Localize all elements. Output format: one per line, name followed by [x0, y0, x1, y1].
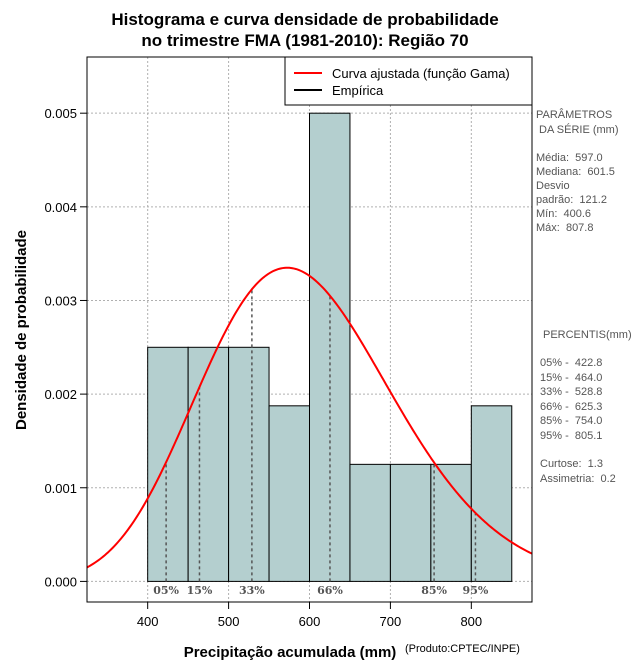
stat-skewness: Assimetria: 0.2 — [540, 473, 616, 485]
percentile-lines: 05% 15% 33% 66% 85% 95% — [153, 289, 489, 597]
param-mean: Média: 597.0 — [536, 152, 603, 164]
histogram-bar-6 — [389, 463, 432, 582]
series-parameters-panel: PARÂMETROS DA SÉRIE (mm) Média: 597.0 Me… — [536, 108, 619, 234]
legend-box — [284, 56, 533, 106]
gamma-curve — [86, 266, 533, 569]
histogram-bar-3 — [268, 405, 310, 582]
x-tick-label-3: 700 — [380, 614, 402, 629]
histogram-bar-1 — [187, 346, 230, 582]
param-sd-line-1: Desvio — [536, 180, 570, 192]
y-tick-label-0: 0.000 — [44, 574, 77, 589]
x-tick-label-2: 600 — [299, 614, 321, 629]
histogram-bar-0 — [147, 346, 189, 582]
param-sd-line-2: padrão: 121.2 — [536, 194, 607, 206]
percentil-33: 33% - 528.8 — [540, 386, 602, 398]
chart-title-line-1: Histograma e curva densidade de probabil… — [111, 10, 498, 29]
percentil-15: 15% - 464.0 — [540, 372, 602, 384]
x-axis-ticks: 400 500 600 700 800 — [137, 602, 482, 629]
percentile-label-85%: 85% — [421, 584, 447, 597]
percentil-66: 66% - 625.3 — [540, 401, 602, 413]
percentile-label-15%: 15% — [187, 584, 213, 597]
histogram-bar-7 — [430, 463, 472, 582]
y-tick-label-2: 0.002 — [44, 387, 77, 402]
y-tick-label-4: 0.004 — [44, 200, 77, 215]
y-axis-ticks: 0.000 0.001 0.002 0.003 0.004 0.005 — [44, 106, 87, 589]
y-tick-label-5: 0.005 — [44, 106, 77, 121]
legend: Curva ajustada (função Gama) Empírica — [284, 56, 533, 106]
chart-title-line-2: no trimestre FMA (1981-2010): Região 70 — [141, 31, 468, 50]
percentis-title: PERCENTIS(mm) — [543, 329, 632, 341]
percentil-95: 95% - 805.1 — [540, 430, 602, 442]
percentil-85: 85% - 754.0 — [540, 415, 602, 427]
params-title-line-2: DA SÉRIE (mm) — [536, 123, 619, 136]
percentiles-panel: PERCENTIS(mm) 05% - 422.8 15% - 464.0 33… — [540, 329, 632, 485]
x-tick-label-0: 400 — [137, 614, 159, 629]
product-credit: (Produto:CPTEC/INPE) — [405, 643, 520, 655]
y-axis-label: Densidade de probabilidade — [13, 230, 30, 430]
percentile-label-66%: 66% — [317, 584, 343, 597]
x-axis-label: Precipitação acumulada (mm) — [184, 644, 397, 660]
histogram-bar-8 — [470, 405, 513, 582]
param-median: Mediana: 601.5 — [536, 166, 615, 178]
histogram-bar-5 — [349, 463, 391, 582]
percentile-label-95%: 95% — [463, 584, 489, 597]
histogram-bars — [147, 112, 513, 582]
percentil-05: 05% - 422.8 — [540, 357, 602, 369]
y-tick-label-3: 0.003 — [44, 293, 77, 308]
legend-label-empirical: Empírica — [332, 83, 384, 98]
histogram-bar-2 — [228, 346, 270, 582]
gamma-curve-line — [86, 266, 533, 569]
param-max: Máx: 807.8 — [536, 222, 593, 234]
x-tick-label-4: 800 — [460, 614, 482, 629]
y-tick-label-1: 0.001 — [44, 481, 77, 496]
params-title-line-1: PARÂMETROS — [536, 108, 612, 121]
percentile-label-33%: 33% — [239, 584, 265, 597]
percentile-label-05%: 05% — [153, 584, 179, 597]
param-min: Mín: 400.6 — [536, 208, 591, 220]
legend-label-curve: Curva ajustada (função Gama) — [332, 66, 510, 81]
stat-kurtosis: Curtose: 1.3 — [540, 458, 603, 470]
x-tick-label-1: 500 — [218, 614, 240, 629]
